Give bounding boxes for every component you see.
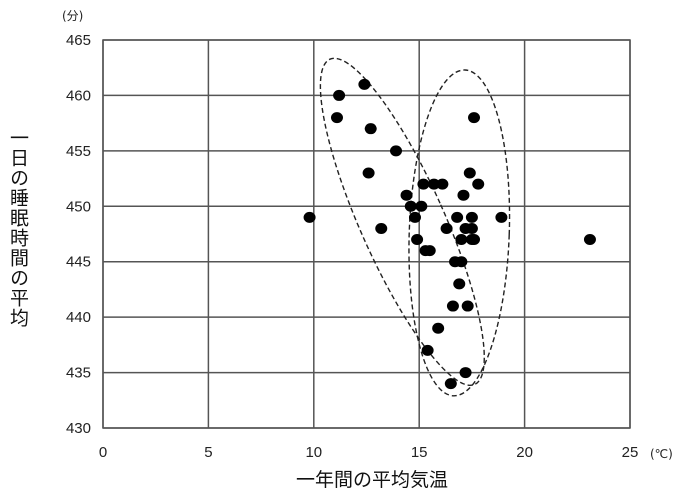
y-tick-label: 435 [66,365,91,382]
data-point [411,234,424,246]
plot-frame [102,39,631,429]
grid-lines [102,39,631,429]
y-tick-label: 465 [66,32,91,49]
data-point [451,211,464,223]
data-point [468,112,481,124]
data-point [375,222,388,234]
x-tick-label: 5 [204,444,212,461]
data-point [415,200,428,212]
data-point [423,245,436,257]
x-axis-title: 一年間の平均気温 [296,469,448,491]
data-point [417,178,430,190]
data-point [453,278,466,290]
data-point [427,178,440,190]
data-point [432,322,445,334]
x-tick-labels: 0 5 10 15 20 25 [99,444,639,461]
data-point [472,178,485,190]
y-tick-label: 460 [66,87,91,104]
x-tick-label: 0 [99,444,107,461]
y-tick-label: 440 [66,309,91,326]
data-point [463,167,476,179]
y-tick-label: 455 [66,143,91,160]
data-point [400,189,413,201]
cluster-ellipse-left [319,57,485,387]
y-tick-label: 445 [66,254,91,271]
data-point [362,167,375,179]
x-unit-label: (℃) [650,447,673,461]
data-point [303,211,316,223]
data-point [465,211,478,223]
y-axis-title: 一日の睡眠時間の平均 [7,128,29,328]
data-points [303,78,596,390]
data-point [459,367,472,379]
y-tick-labels: 430 435 440 445 450 455 460 465 [66,32,91,437]
data-point [583,234,596,246]
data-point [364,123,377,135]
data-point [457,189,470,201]
data-point [404,200,417,212]
x-tick-label: 15 [411,444,428,461]
data-point [358,78,371,90]
data-point [408,211,421,223]
data-point [446,300,459,312]
y-tick-label: 450 [66,198,91,215]
data-point [421,344,434,356]
cluster-ellipses [319,57,511,397]
data-point [440,222,453,234]
data-point [495,211,508,223]
data-point [330,112,343,124]
cluster-ellipse-right [408,69,511,397]
data-point [390,145,403,157]
x-tick-label: 10 [305,444,322,461]
data-point [455,256,468,268]
y-tick-label: 430 [66,420,91,437]
data-point [465,222,478,234]
data-point [455,234,468,246]
data-point [468,234,481,246]
x-tick-label: 25 [622,444,639,461]
y-unit-label: (分) [62,9,83,23]
data-point [461,300,474,312]
data-point [444,378,457,390]
data-point [333,89,346,101]
data-point [436,178,449,190]
x-tick-label: 20 [516,444,533,461]
